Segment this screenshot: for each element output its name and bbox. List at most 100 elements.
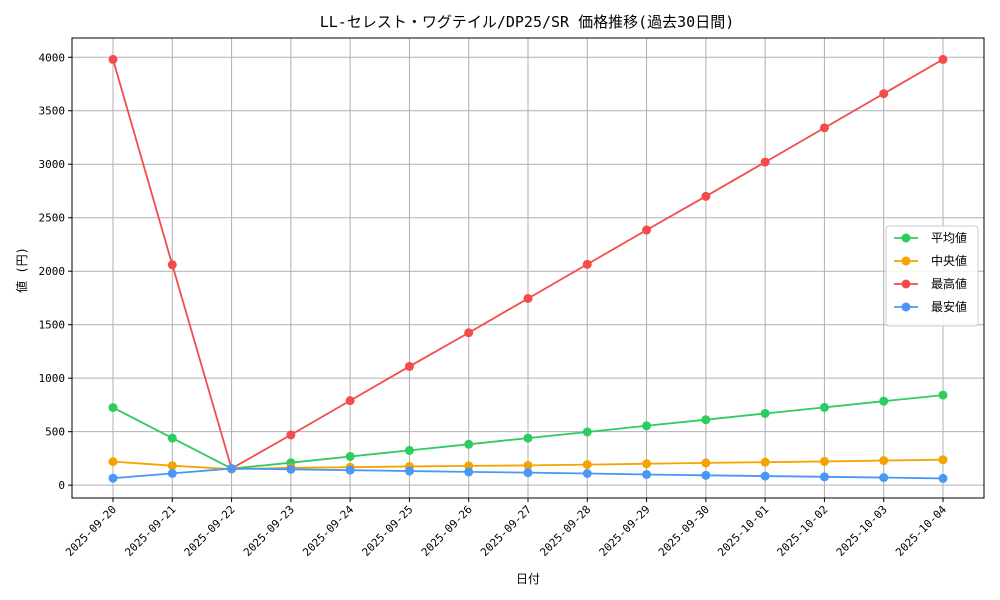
y-tick-label: 2000	[39, 265, 66, 278]
legend-marker	[901, 302, 911, 312]
data-point	[523, 293, 533, 303]
data-point	[938, 54, 948, 64]
x-axis-label: 日付	[516, 572, 540, 586]
data-point	[404, 361, 414, 371]
x-tick-label: 2025-09-30	[656, 503, 712, 559]
data-point	[701, 191, 711, 201]
data-point	[523, 468, 533, 478]
data-point	[464, 467, 474, 477]
legend-marker	[901, 233, 911, 243]
data-point	[760, 471, 770, 481]
data-point	[760, 457, 770, 467]
x-tick-label: 2025-10-02	[775, 503, 831, 559]
y-tick-label: 2500	[39, 212, 66, 225]
data-point	[108, 54, 118, 64]
legend-item: 平均値	[894, 230, 967, 245]
y-tick-label: 1000	[39, 372, 66, 385]
x-tick-label: 2025-09-24	[300, 503, 356, 559]
x-tick-label: 2025-09-25	[360, 503, 416, 559]
series-最高値	[108, 54, 948, 474]
data-point	[167, 468, 177, 478]
data-point	[345, 396, 355, 406]
legend-item: 最高値	[894, 276, 967, 291]
data-point	[582, 469, 592, 479]
legend-item: 最安値	[894, 299, 967, 314]
data-point	[523, 433, 533, 443]
series-layer	[108, 54, 948, 483]
legend-marker	[901, 256, 911, 266]
data-point	[582, 259, 592, 269]
data-point	[879, 89, 889, 99]
y-tick-label: 1500	[39, 319, 66, 332]
data-point	[404, 445, 414, 455]
series-最安値	[108, 464, 948, 483]
x-tick-label: 2025-09-28	[537, 503, 593, 559]
data-point	[760, 157, 770, 167]
data-point	[819, 123, 829, 133]
data-point	[938, 473, 948, 483]
x-tick-label: 2025-10-04	[893, 503, 949, 559]
data-point	[404, 466, 414, 476]
legend-label: 平均値	[931, 230, 967, 245]
data-point	[819, 472, 829, 482]
data-point	[582, 427, 592, 437]
data-point	[286, 430, 296, 440]
data-point	[879, 456, 889, 466]
grid	[72, 38, 984, 498]
y-ticks: 0 500 1000 1500 2000 2500 3000 3500 4000	[39, 51, 72, 492]
legend-item: 中央値	[894, 253, 967, 268]
data-point	[879, 396, 889, 406]
data-point	[464, 439, 474, 449]
chart-title: LL-セレスト・ワグテイル/DP25/SR 価格推移(過去30日間)	[320, 13, 735, 31]
data-point	[464, 328, 474, 338]
data-point	[108, 473, 118, 483]
data-point	[642, 469, 652, 479]
data-point	[701, 470, 711, 480]
data-point	[701, 415, 711, 425]
data-point	[286, 464, 296, 474]
legend-label: 中央値	[931, 253, 967, 268]
data-point	[642, 225, 652, 235]
data-point	[819, 456, 829, 466]
x-tick-label: 2025-09-27	[478, 503, 534, 559]
x-tick-label: 2025-09-22	[182, 503, 238, 559]
data-point	[938, 390, 948, 400]
data-point	[701, 458, 711, 468]
y-tick-label: 3500	[39, 105, 66, 118]
x-tick-label: 2025-09-21	[122, 503, 178, 559]
data-point	[108, 403, 118, 413]
data-point	[167, 260, 177, 270]
data-point	[227, 464, 237, 474]
x-ticks: 2025-09-20 2025-09-21 2025-09-22 2025-09-23…	[63, 498, 949, 559]
legend-box	[885, 225, 979, 327]
legend-marker	[901, 279, 911, 289]
data-point	[108, 457, 118, 467]
data-point	[760, 408, 770, 418]
data-point	[879, 473, 889, 483]
legend-label: 最安値	[931, 299, 967, 314]
data-point	[345, 451, 355, 461]
y-tick-label: 4000	[39, 51, 66, 64]
data-point	[345, 465, 355, 475]
y-tick-label: 3000	[39, 158, 66, 171]
y-axis-label: 値 (円)	[14, 247, 29, 293]
data-point	[582, 460, 592, 470]
y-tick-label: 500	[45, 426, 65, 439]
data-point	[167, 433, 177, 443]
data-point	[167, 461, 177, 471]
x-tick-label: 2025-09-23	[241, 503, 297, 559]
x-tick-label: 2025-10-01	[715, 503, 771, 559]
x-tick-label: 2025-09-20	[63, 503, 119, 559]
data-point	[819, 402, 829, 412]
y-tick-label: 0	[58, 479, 65, 492]
data-point	[642, 459, 652, 469]
data-point	[523, 460, 533, 470]
data-point	[938, 455, 948, 465]
x-tick-label: 2025-09-26	[419, 503, 475, 559]
data-point	[642, 421, 652, 431]
legend-label: 最高値	[931, 276, 967, 291]
x-tick-label: 2025-09-29	[597, 503, 653, 559]
